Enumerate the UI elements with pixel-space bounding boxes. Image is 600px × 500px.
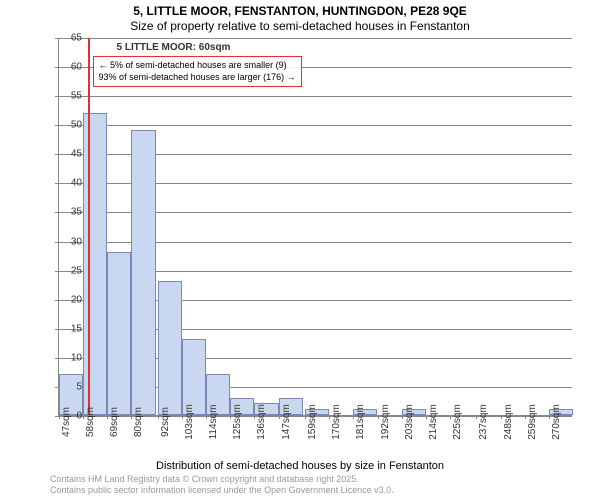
annotation-line2: 93% of semi-detached houses are larger (…	[99, 72, 296, 84]
y-tick-mark	[55, 358, 59, 359]
x-tick-mark	[158, 415, 159, 419]
y-tick-label: 5	[76, 381, 82, 392]
x-tick-mark	[59, 415, 60, 419]
x-tick-mark	[450, 415, 451, 419]
y-tick-mark	[55, 96, 59, 97]
x-tick-label: 270sqm	[551, 404, 562, 440]
annotation-line1: ← 5% of semi-detached houses are smaller…	[99, 60, 296, 72]
x-tick-mark	[182, 415, 183, 419]
y-tick-label: 55	[71, 91, 82, 102]
x-tick-label: 47sqm	[61, 407, 72, 437]
x-tick-mark	[83, 415, 84, 419]
chart-title-sub: Size of property relative to semi-detach…	[0, 19, 600, 33]
x-tick-label: 248sqm	[503, 404, 514, 440]
x-tick-label: 147sqm	[281, 404, 292, 440]
y-tick-label: 60	[71, 62, 82, 73]
x-tick-label: 192sqm	[380, 404, 391, 440]
y-tick-label: 25	[71, 265, 82, 276]
y-tick-label: 65	[71, 33, 82, 44]
annotation-title: 5 LITTLE MOOR: 60sqm	[117, 42, 231, 53]
x-tick-mark	[305, 415, 306, 419]
gridline-h	[59, 96, 572, 97]
y-tick-label: 0	[76, 411, 82, 422]
x-tick-mark	[378, 415, 379, 419]
x-tick-mark	[206, 415, 207, 419]
x-tick-label: 125sqm	[232, 404, 243, 440]
y-tick-label: 10	[71, 352, 82, 363]
x-tick-label: 58sqm	[85, 407, 96, 437]
gridline-h	[59, 125, 572, 126]
x-tick-label: 237sqm	[478, 404, 489, 440]
y-tick-mark	[55, 67, 59, 68]
y-tick-mark	[55, 300, 59, 301]
x-tick-label: 103sqm	[184, 404, 195, 440]
y-tick-mark	[55, 329, 59, 330]
x-tick-label: 136sqm	[256, 404, 267, 440]
x-tick-mark	[501, 415, 502, 419]
y-tick-label: 50	[71, 120, 82, 131]
y-tick-label: 30	[71, 236, 82, 247]
marker-line	[88, 38, 90, 415]
y-tick-mark	[55, 242, 59, 243]
x-tick-label: 214sqm	[428, 404, 439, 440]
x-tick-mark	[525, 415, 526, 419]
y-tick-label: 40	[71, 178, 82, 189]
annotation-box: ← 5% of semi-detached houses are smaller…	[93, 56, 302, 87]
x-tick-label: 203sqm	[404, 404, 415, 440]
x-tick-mark	[279, 415, 280, 419]
x-tick-label: 114sqm	[208, 405, 219, 440]
x-tick-mark	[549, 415, 550, 419]
y-tick-label: 15	[71, 323, 82, 334]
gridline-h	[59, 38, 572, 39]
copyright-line2: Contains public sector information licen…	[50, 485, 394, 496]
y-tick-label: 20	[71, 294, 82, 305]
x-tick-label: 170sqm	[331, 404, 342, 440]
x-tick-label: 92sqm	[160, 407, 171, 437]
histogram-bar	[131, 130, 155, 415]
copyright-text: Contains HM Land Registry data © Crown c…	[50, 474, 394, 496]
y-tick-label: 35	[71, 207, 82, 218]
x-axis-label: Distribution of semi-detached houses by …	[0, 460, 600, 472]
chart-plot-area	[58, 38, 572, 416]
copyright-line1: Contains HM Land Registry data © Crown c…	[50, 474, 394, 485]
histogram-bar	[158, 281, 182, 415]
y-tick-mark	[55, 125, 59, 126]
y-tick-mark	[55, 212, 59, 213]
x-tick-label: 225sqm	[452, 404, 463, 440]
y-tick-mark	[55, 271, 59, 272]
x-tick-label: 259sqm	[527, 404, 538, 440]
y-tick-mark	[55, 154, 59, 155]
y-tick-mark	[55, 38, 59, 39]
x-tick-mark	[426, 415, 427, 419]
histogram-bar	[107, 252, 131, 415]
chart-title-main: 5, LITTLE MOOR, FENSTANTON, HUNTINGDON, …	[0, 4, 600, 18]
x-tick-label: 69sqm	[109, 407, 120, 437]
x-tick-label: 181sqm	[355, 404, 366, 440]
x-tick-mark	[402, 415, 403, 419]
y-tick-label: 45	[71, 149, 82, 160]
x-tick-label: 80sqm	[133, 407, 144, 437]
x-tick-label: 159sqm	[307, 404, 318, 440]
y-tick-mark	[55, 183, 59, 184]
